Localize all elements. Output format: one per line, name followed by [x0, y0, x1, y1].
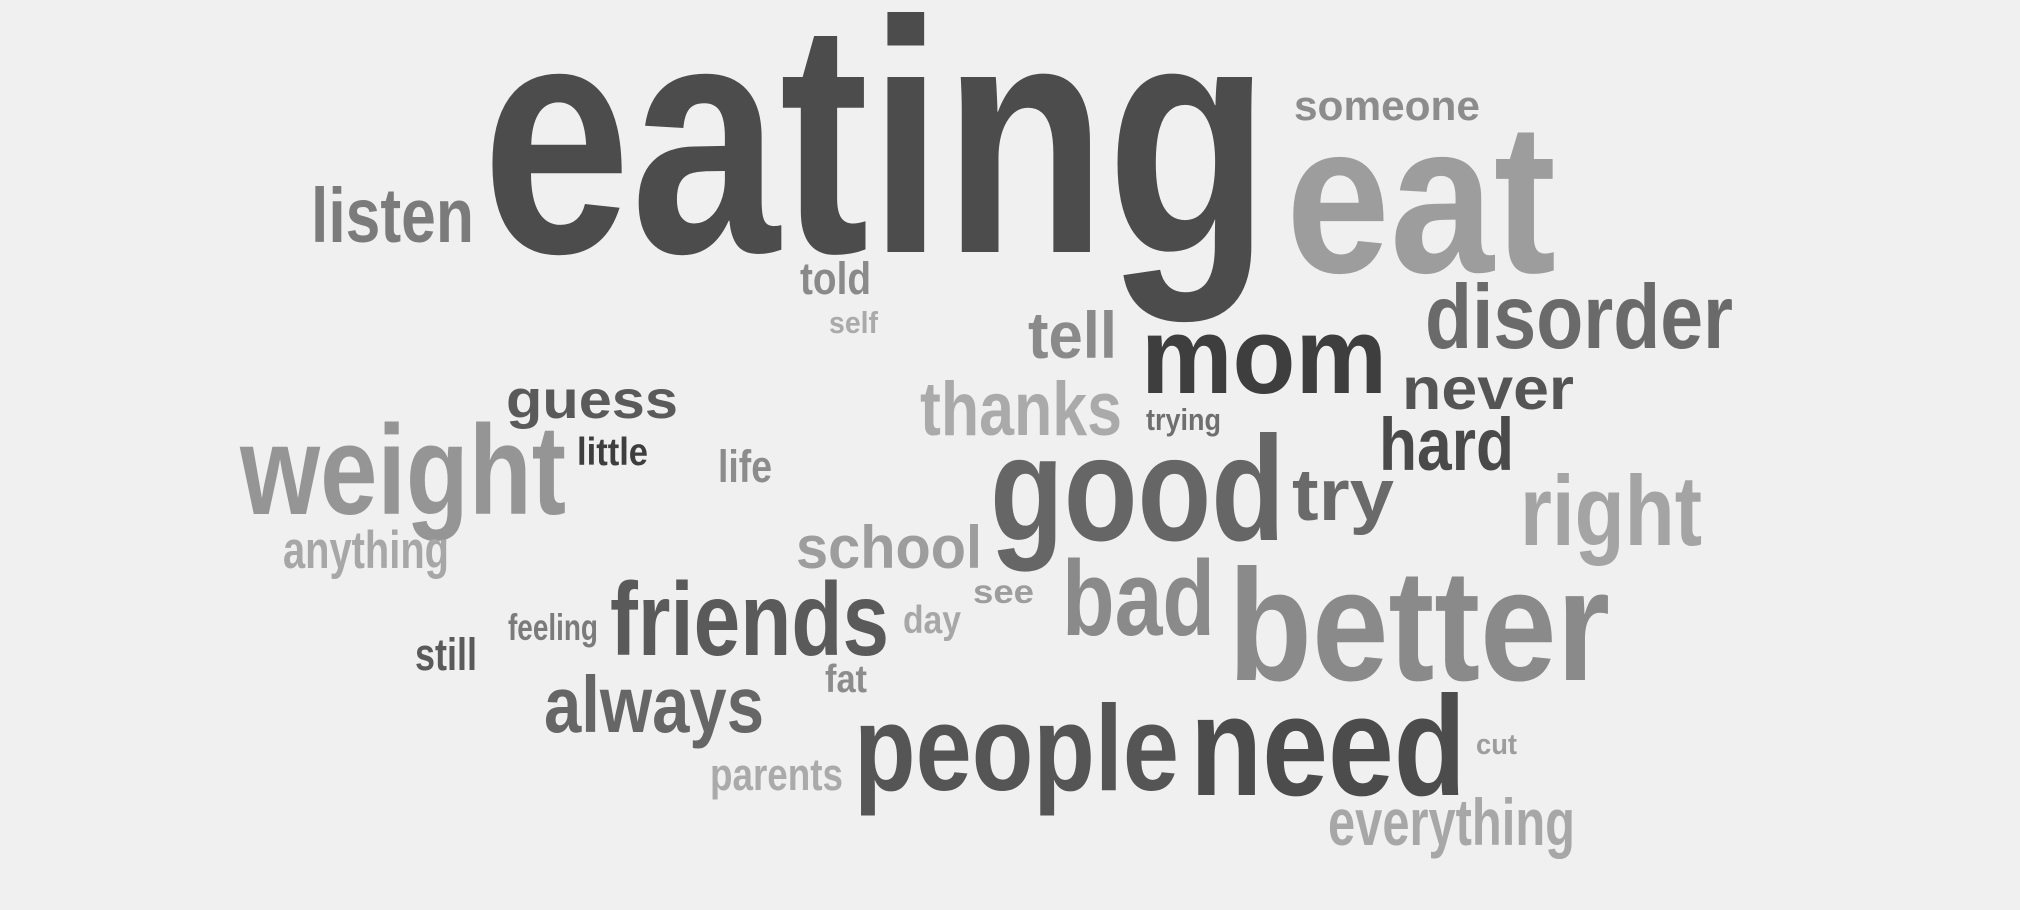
word-someone: someone	[1294, 83, 1480, 129]
word-bad: bad	[1062, 539, 1215, 658]
word-anything: anything	[283, 522, 449, 580]
word-day: day	[903, 599, 961, 642]
word-people: people	[854, 680, 1179, 816]
word-need: need	[1190, 667, 1466, 826]
word-weight: weight	[239, 399, 566, 541]
word-school: school	[796, 513, 982, 581]
word-always: always	[544, 660, 764, 749]
word-parents: parents	[710, 749, 843, 800]
word-listen: listen	[311, 173, 474, 259]
word-right: right	[1520, 456, 1702, 567]
word-little: little	[577, 431, 648, 474]
word-still: still	[415, 629, 477, 680]
word-good: good	[990, 405, 1285, 572]
word-hard: hard	[1379, 403, 1514, 486]
word-better: better	[1228, 536, 1610, 714]
word-see: see	[973, 574, 1034, 611]
word-cut: cut	[1476, 729, 1517, 761]
word-trying: trying	[1146, 403, 1221, 437]
word-feeling: feeling	[508, 606, 598, 648]
word-told: told	[800, 253, 871, 304]
word-self: self	[829, 306, 879, 340]
word-tell: tell	[1028, 299, 1117, 373]
word-disorder: disorder	[1425, 267, 1733, 368]
word-life: life	[718, 441, 772, 492]
word-friends: friends	[610, 561, 889, 677]
word-try: try	[1292, 455, 1394, 536]
word-guess: guess	[506, 370, 678, 430]
word-fat: fat	[825, 658, 867, 701]
word-thanks: thanks	[920, 367, 1122, 452]
word-everything: everything	[1328, 786, 1575, 860]
word-eat: eat	[1286, 79, 1556, 318]
word-never: never	[1402, 355, 1574, 422]
word-eating: eating	[482, 0, 1270, 324]
word-mom: mom	[1141, 295, 1387, 417]
